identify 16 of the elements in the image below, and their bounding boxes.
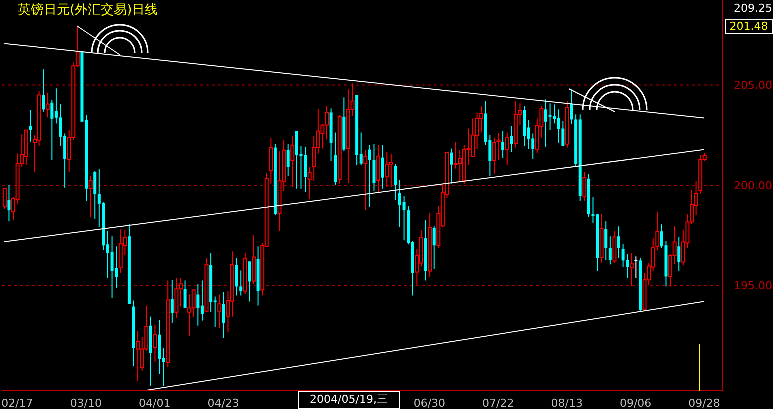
x-tick-label: 06/30 [414, 396, 446, 409]
text: 2004/05/19,三 [298, 391, 400, 409]
y-tick-label: 195.00 [734, 280, 772, 293]
x-tick-label: 07/22 [482, 396, 514, 409]
x-tick-label: 09/28 [688, 396, 720, 409]
y-tick-label: 200.00 [734, 179, 772, 192]
x-tick-label: 08/13 [551, 396, 583, 409]
chart-title: 英镑日元(外汇交易)日线 [18, 2, 158, 19]
x-tick-label: 04/23 [208, 396, 240, 409]
x-tick-label: 09/06 [620, 396, 652, 409]
x-tick-label: 02/17 [2, 396, 34, 409]
text: 201.48 [725, 19, 773, 34]
y-tick-label: 205.00 [734, 79, 772, 92]
x-tick-label: 04/01 [139, 396, 171, 409]
x-tick-label: 03/10 [70, 396, 102, 409]
y-tick-label: 209.25 [734, 2, 772, 15]
